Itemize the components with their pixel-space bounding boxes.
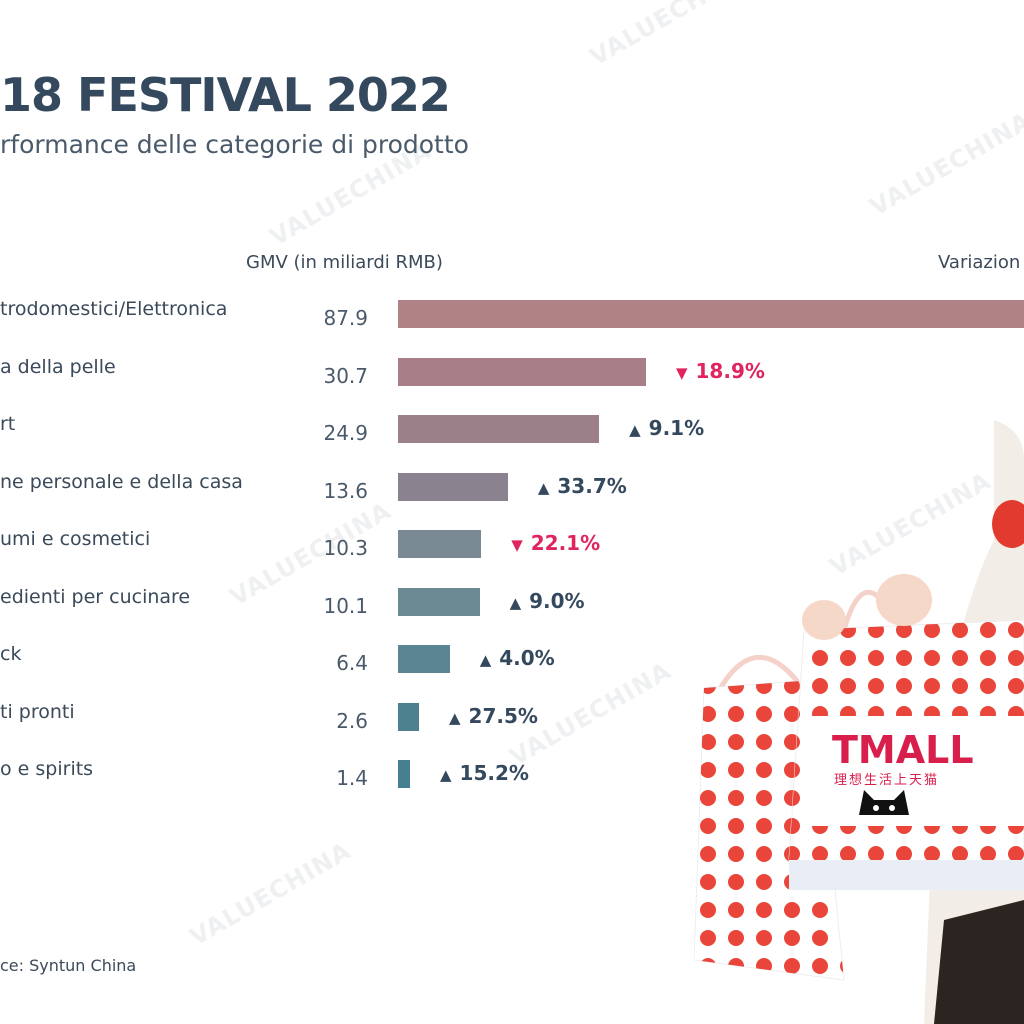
category-label: edienti per cucinare: [0, 585, 191, 608]
change-label: ▲ 9.1%: [629, 416, 704, 440]
bar: [398, 645, 450, 673]
bar: [398, 587, 480, 616]
change-value: 22.1%: [530, 531, 601, 555]
change-value: 9.0%: [529, 588, 585, 613]
arrow-up-icon: ▲: [479, 651, 492, 669]
bar: [398, 760, 410, 788]
category-label: ck: [0, 643, 22, 665]
change-label: ▼ 18.9%: [676, 359, 765, 383]
change-value: 4.0%: [499, 646, 555, 670]
change-value: 27.5%: [468, 703, 538, 728]
value-label: 13.6: [323, 478, 368, 503]
value-label: 6.4: [336, 651, 368, 675]
arrow-up-icon: ▲: [440, 766, 452, 784]
change-value: 9.1%: [648, 416, 705, 440]
bar: [398, 702, 419, 731]
category-label: trodomestici/Elettronica: [0, 298, 228, 320]
page-title: 18 FESTIVAL 2022: [0, 68, 451, 122]
arrow-up-icon: ▲: [449, 708, 461, 727]
change-label: ▲ 33.7%: [538, 474, 627, 498]
category-label: o e spirits: [0, 758, 94, 780]
watermark: VALUECHINA: [585, 0, 757, 72]
bar: [398, 415, 600, 443]
bar: [398, 472, 508, 501]
shopping-bags-photo: TMALL 理想生活上天猫: [694, 420, 1024, 1024]
arrow-up-icon: ▲: [629, 421, 641, 439]
change-label: ▲ 27.5%: [449, 704, 538, 728]
arrow-down-icon: ▼: [511, 536, 523, 554]
arrow-down-icon: ▼: [675, 363, 688, 382]
value-label: 1.4: [336, 766, 368, 790]
gmv-column-header: GMV (in miliardi RMB): [246, 252, 443, 273]
category-label: a della pelle: [0, 355, 116, 378]
bar: [398, 357, 646, 386]
arrow-up-icon: ▲: [509, 593, 522, 612]
category-label: ne personale e della casa: [0, 470, 243, 493]
change-column-header: Variazion: [938, 252, 1021, 273]
bar: [398, 530, 482, 558]
change-label: ▲ 4.0%: [480, 646, 555, 670]
change-value: 33.7%: [557, 473, 627, 498]
value-label: 2.6: [336, 708, 368, 733]
change-value: 15.2%: [459, 761, 529, 785]
watermark: VALUECHINA: [185, 836, 357, 952]
value-label: 30.7: [323, 363, 368, 388]
value-label: 24.9: [323, 421, 368, 445]
value-label: 10.3: [323, 536, 368, 560]
page-subtitle: rformance delle categorie di prodotto: [0, 130, 469, 159]
category-label: umi e cosmetici: [0, 528, 151, 550]
tmall-tagline-text: 理想生活上天猫: [834, 772, 939, 788]
category-label: ti pronti: [0, 700, 75, 723]
change-label: ▲ 15.2%: [440, 761, 529, 785]
tmall-cat-icon: [859, 790, 909, 815]
change-label: ▼ 22.1%: [511, 531, 600, 555]
value-label: 10.1: [323, 593, 368, 618]
change-label: ▲ 9.0%: [510, 589, 585, 613]
tmall-logo-text: TMALL: [832, 728, 974, 772]
value-label: 87.9: [323, 306, 368, 330]
source-note: ce: Syntun China: [0, 956, 137, 975]
bar: [398, 300, 1024, 328]
arrow-up-icon: ▲: [537, 478, 550, 497]
category-label: rt: [0, 413, 16, 435]
watermark: VALUECHINA: [865, 106, 1024, 222]
change-value: 18.9%: [695, 358, 765, 383]
